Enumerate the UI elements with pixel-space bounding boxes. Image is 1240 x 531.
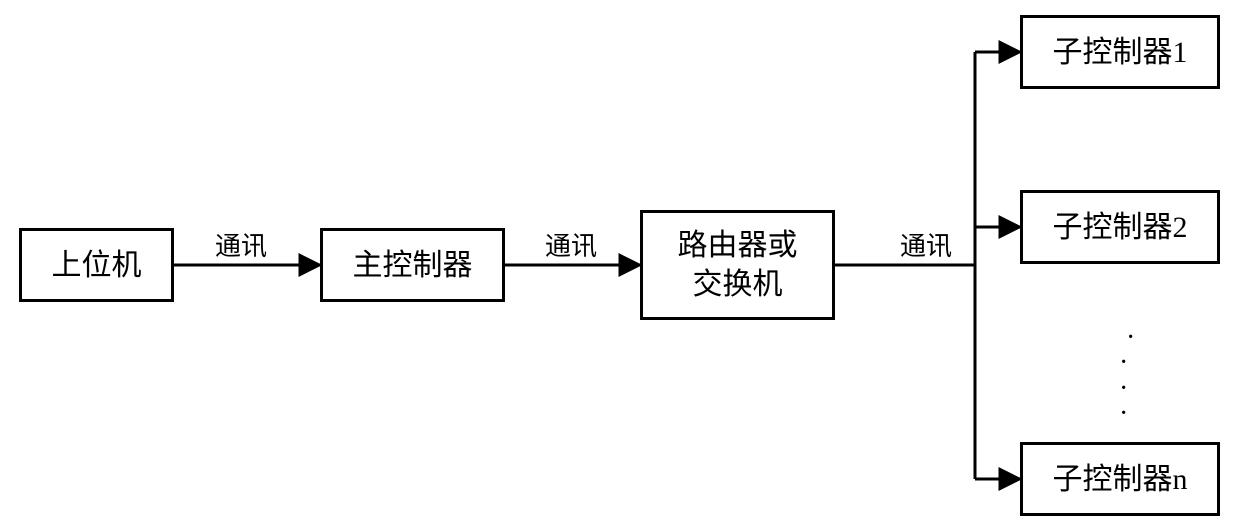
edge-label-3-text: 通讯	[900, 232, 952, 261]
node-router: 路由器或 交换机	[640, 210, 835, 320]
ellipsis-dots: · · · ·	[1112, 300, 1135, 426]
edge-label-1-text: 通讯	[215, 232, 267, 261]
node-router-label: 路由器或 交换机	[678, 226, 798, 304]
node-main-label: 主控制器	[353, 246, 473, 285]
node-subn-label: 子控制器n	[1053, 460, 1188, 499]
node-sub2-label: 子控制器2	[1053, 208, 1188, 247]
node-sub1-label: 子控制器1	[1053, 33, 1188, 72]
node-sub2: 子控制器2	[1020, 190, 1220, 264]
edge-label-3: 通讯	[900, 226, 952, 263]
edge-label-1: 通讯	[215, 226, 267, 263]
node-subn: 子控制器n	[1020, 442, 1220, 516]
ellipsis-dots-text: · · · ·	[1119, 322, 1135, 429]
node-main-controller: 主控制器	[320, 228, 505, 302]
edge-label-2: 通讯	[545, 226, 597, 263]
node-host: 上位机	[19, 228, 174, 302]
node-sub1: 子控制器1	[1020, 15, 1220, 89]
edge-label-2-text: 通讯	[545, 232, 597, 261]
node-host-label: 上位机	[52, 246, 142, 285]
